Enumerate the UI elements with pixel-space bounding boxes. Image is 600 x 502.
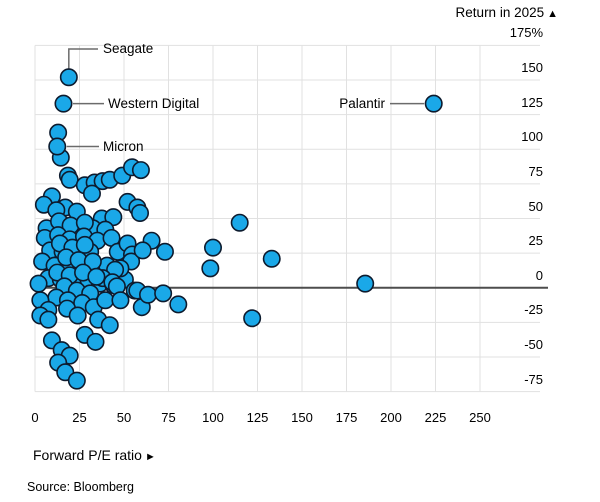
y-tick-label: 175% bbox=[509, 25, 543, 41]
y-axis-title-text: Return in 2025 bbox=[455, 5, 545, 20]
y-tick-label: 100 bbox=[521, 129, 543, 145]
y-tick-label: 75 bbox=[528, 163, 543, 179]
data-point-western-digital bbox=[54, 94, 73, 113]
y-tick-label: 125 bbox=[521, 94, 543, 110]
x-tick-label: 175 bbox=[335, 410, 358, 425]
x-tick-label: 200 bbox=[380, 410, 402, 425]
data-point bbox=[154, 284, 173, 303]
data-point bbox=[100, 316, 119, 335]
data-point bbox=[139, 285, 158, 304]
data-point bbox=[96, 291, 115, 310]
data-point bbox=[68, 306, 87, 325]
data-point bbox=[243, 309, 262, 328]
x-axis-title-text: Forward P/E ratio bbox=[33, 447, 142, 463]
x-tick-label: 50 bbox=[116, 410, 132, 425]
data-point bbox=[155, 242, 174, 261]
x-tick-label: 250 bbox=[469, 410, 491, 425]
y-axis-title: Return in 2025 ▲ bbox=[456, 5, 558, 22]
data-point bbox=[230, 213, 249, 232]
data-point bbox=[82, 184, 101, 203]
annotation-leader-lines bbox=[66, 48, 425, 148]
annotation-label-micron: Micron bbox=[103, 139, 144, 154]
x-tick-label: 25 bbox=[72, 410, 87, 425]
data-points bbox=[29, 68, 443, 390]
data-point bbox=[60, 170, 79, 189]
data-point bbox=[133, 241, 152, 260]
data-point bbox=[204, 238, 223, 257]
annotation-label-western-digital: Western Digital bbox=[108, 96, 200, 111]
data-point-seagate bbox=[59, 68, 78, 87]
data-point bbox=[67, 371, 86, 390]
data-point bbox=[75, 235, 94, 254]
y-tick-label: 150 bbox=[521, 60, 543, 76]
x-tick-label: 125 bbox=[246, 410, 269, 425]
source-credit: Source: Bloomberg bbox=[27, 480, 135, 494]
data-point bbox=[131, 161, 150, 180]
data-point bbox=[356, 274, 375, 293]
x-tick-label: 100 bbox=[202, 410, 224, 425]
y-tick-label: -50 bbox=[524, 337, 543, 353]
data-point bbox=[262, 249, 281, 268]
y-tick-label: 25 bbox=[528, 233, 543, 249]
x-tick-label: 75 bbox=[161, 410, 176, 425]
x-tick-label: 150 bbox=[291, 410, 313, 425]
data-point bbox=[86, 332, 105, 351]
data-point bbox=[87, 267, 106, 286]
annotation-label-seagate: Seagate bbox=[103, 41, 154, 56]
y-tick-label: 50 bbox=[528, 198, 543, 214]
y-tick-label: -75 bbox=[524, 371, 543, 387]
y-tick-label: -25 bbox=[524, 302, 543, 318]
data-point bbox=[111, 291, 130, 310]
data-point bbox=[131, 204, 150, 223]
x-tick-label: 225 bbox=[424, 410, 447, 425]
x-tick-label: 0 bbox=[31, 410, 39, 425]
data-point-micron bbox=[48, 137, 67, 156]
y-tick-label: 0 bbox=[535, 267, 543, 283]
data-point bbox=[29, 274, 48, 293]
annotation-label-palantir: Palantir bbox=[339, 96, 385, 111]
data-point bbox=[104, 208, 123, 227]
data-point bbox=[39, 310, 58, 329]
data-point bbox=[169, 295, 188, 314]
data-point bbox=[201, 259, 220, 278]
up-arrow-icon: ▲ bbox=[547, 8, 558, 20]
right-arrow-icon: ► bbox=[144, 451, 156, 463]
data-point-palantir bbox=[424, 94, 443, 113]
x-axis-title: Forward P/E ratio ► bbox=[33, 447, 156, 466]
